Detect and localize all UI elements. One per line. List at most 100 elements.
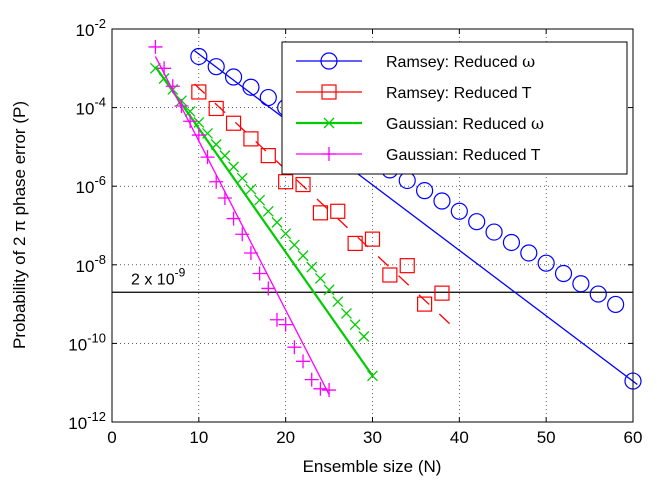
- data-point-circle: [224, 68, 243, 86]
- data-point-x: [219, 150, 231, 162]
- data-point-x: [262, 205, 274, 217]
- y-tick-label: 10-10: [68, 330, 106, 354]
- data-point-plus: [191, 128, 206, 143]
- data-point-plus: [157, 61, 172, 76]
- data-point-x: [254, 194, 266, 206]
- legend-label: Ramsey: Reduced ω: [386, 52, 535, 71]
- data-point-plus: [148, 39, 163, 54]
- x-tick-label: 40: [450, 428, 469, 447]
- data-point-square: [399, 258, 415, 274]
- data-point-circle: [190, 47, 208, 66]
- data-point-square: [225, 115, 242, 131]
- data-point-plus: [243, 245, 258, 260]
- data-point-square: [191, 84, 207, 100]
- series-fit-line: [154, 56, 330, 395]
- data-point-circle: [520, 244, 538, 262]
- data-point-x: [297, 250, 309, 262]
- series-2: [149, 62, 378, 382]
- data-point-x: [193, 116, 205, 128]
- data-point-circle: [242, 78, 260, 96]
- x-tick-label: 20: [276, 428, 295, 447]
- threshold-group: 2 x 10-9: [112, 265, 633, 293]
- y-tick-label: 10-4: [76, 95, 106, 119]
- data-point-circle: [468, 213, 486, 231]
- legend-label: Ramsey: Reduced T: [386, 85, 532, 102]
- data-point-plus: [261, 281, 276, 296]
- y-tick-label: 10-6: [76, 173, 106, 197]
- x-tick-label: 30: [363, 428, 382, 447]
- legend: Ramsey: Reduced ω Ramsey: Reduced T Gaussi…: [281, 41, 628, 175]
- data-point-plus: [235, 227, 250, 242]
- data-point-plus: [304, 372, 319, 387]
- data-point-square: [417, 296, 433, 312]
- data-point-square: [312, 205, 328, 221]
- legend-label: Gaussian: Reduced T: [386, 147, 541, 164]
- data-point-square: [330, 203, 346, 219]
- data-point-plus: [322, 147, 336, 161]
- y-tick-label: 10-8: [76, 252, 106, 276]
- data-point-square: [382, 267, 398, 283]
- data-point-x: [349, 319, 361, 331]
- x-tick-label: 50: [537, 428, 556, 447]
- data-point-square: [260, 148, 276, 164]
- series-1: [191, 83, 452, 326]
- data-point-square: [434, 285, 450, 301]
- data-point-plus: [226, 211, 241, 226]
- data-point-circle: [259, 88, 277, 107]
- data-point-circle: [572, 275, 590, 293]
- data-point-square: [347, 235, 363, 252]
- data-point-circle: [416, 182, 434, 200]
- data-point-x: [158, 73, 170, 84]
- y-tick-label: 10-12: [68, 409, 106, 433]
- x-tick-label: 0: [107, 428, 116, 447]
- data-point-plus: [278, 317, 293, 332]
- data-point-x: [332, 296, 344, 308]
- data-point-x: [280, 228, 292, 240]
- data-point-plus: [174, 98, 189, 113]
- data-point-circle: [433, 192, 451, 210]
- x-tick-label: 10: [189, 428, 208, 447]
- data-point-square: [278, 174, 294, 190]
- series-fit-line: [194, 50, 638, 386]
- data-point-circle: [607, 295, 625, 314]
- data-point-x: [202, 127, 213, 139]
- data-point-circle: [537, 254, 555, 272]
- y-axis-title: Probability of 2 π phase error (P): [10, 101, 29, 349]
- data-point-square: [243, 131, 259, 147]
- data-point-square: [208, 100, 224, 117]
- data-point-x: [210, 139, 222, 150]
- data-point-x: [323, 117, 335, 129]
- data-point-x: [149, 62, 161, 74]
- data-point-circle: [502, 233, 521, 252]
- data-point-plus: [296, 354, 311, 369]
- legend-label: Gaussian: Reduced ω: [386, 114, 544, 133]
- data-point-square: [364, 231, 381, 247]
- data-point-circle: [554, 264, 573, 283]
- data-point-x: [323, 284, 335, 296]
- data-point-x: [314, 272, 326, 284]
- series-fit-line: [194, 83, 452, 326]
- data-point-plus: [209, 174, 224, 189]
- data-point-square: [295, 176, 311, 193]
- data-point-x: [288, 239, 300, 251]
- data-point-x: [228, 161, 240, 173]
- data-point-plus: [217, 191, 232, 206]
- data-point-x: [184, 105, 196, 117]
- data-point-plus: [313, 381, 328, 396]
- data-point-circle: [450, 202, 468, 220]
- data-point-x: [367, 370, 378, 382]
- data-point-plus: [200, 150, 215, 165]
- data-point-x: [340, 307, 352, 319]
- data-point-circle: [485, 223, 503, 241]
- y-tick-label: 10-2: [76, 16, 106, 40]
- data-point-plus: [269, 312, 284, 327]
- series-fit-line: [154, 66, 374, 377]
- data-point-plus: [322, 383, 337, 398]
- data-point-plus: [287, 340, 302, 355]
- x-axis-title: Ensemble size (N): [303, 457, 442, 476]
- threshold-label: 2 x 10-9: [131, 265, 186, 288]
- x-tick-label: 60: [624, 428, 643, 447]
- data-point-plus: [165, 79, 180, 94]
- series-3: [148, 39, 337, 398]
- data-point-x: [236, 172, 248, 184]
